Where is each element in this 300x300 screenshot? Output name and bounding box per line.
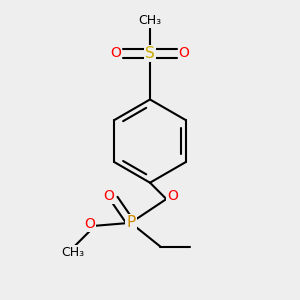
Text: O: O: [179, 46, 190, 60]
Text: CH₃: CH₃: [138, 14, 162, 27]
Text: P: P: [126, 215, 135, 230]
Text: O: O: [167, 189, 178, 203]
Text: O: O: [84, 217, 95, 231]
Text: CH₃: CH₃: [61, 246, 84, 259]
Text: S: S: [145, 46, 155, 61]
Text: O: O: [110, 46, 121, 60]
Text: O: O: [103, 189, 114, 203]
